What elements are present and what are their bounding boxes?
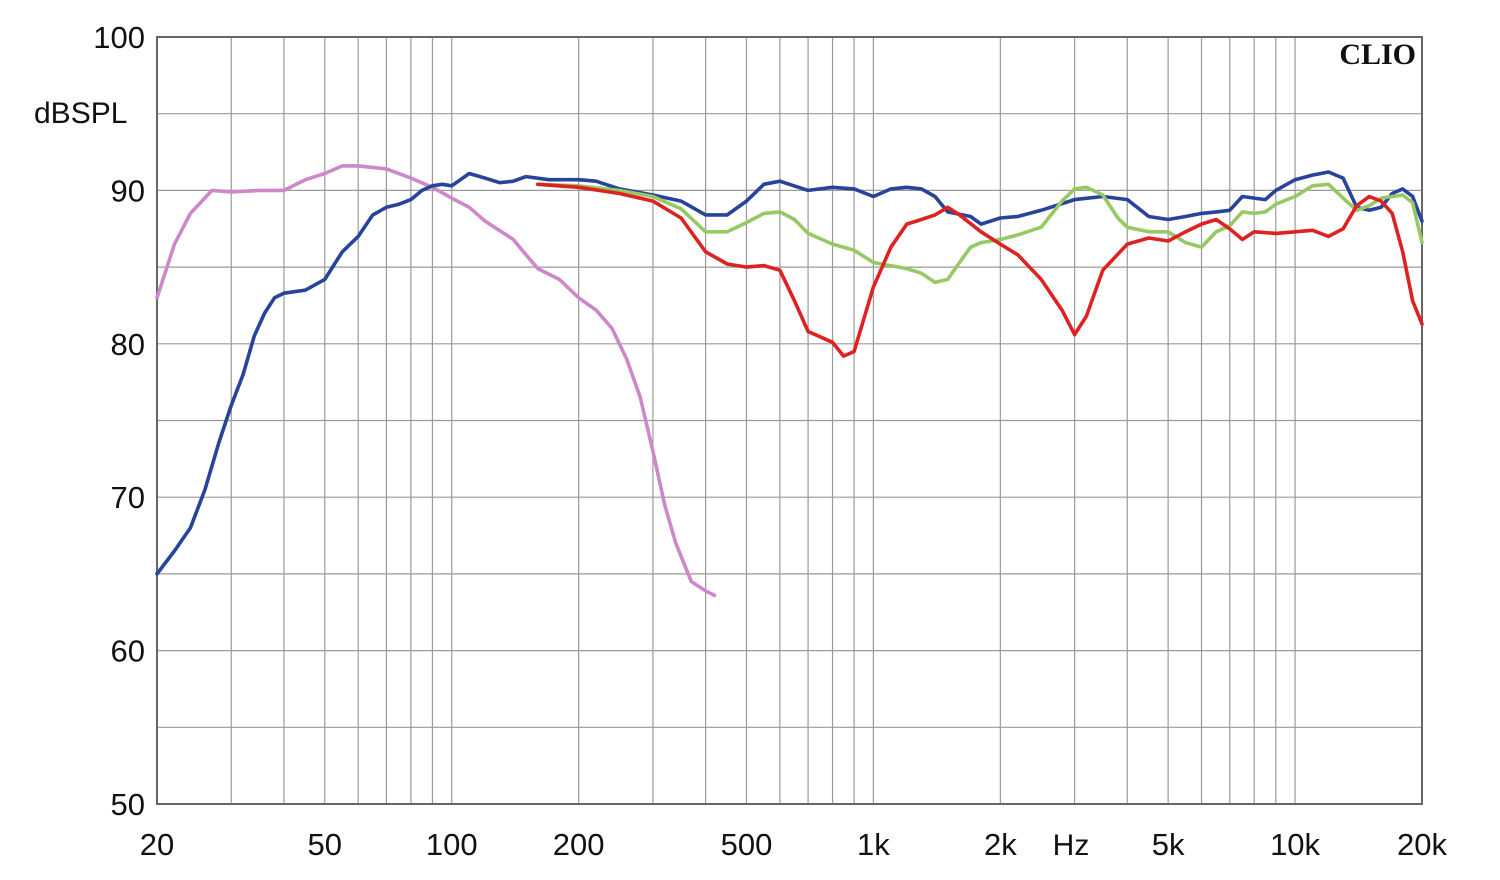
x-tick-label: 10k — [1270, 827, 1320, 862]
x-tick-label: 500 — [721, 827, 773, 862]
y-tick-label: 50 — [111, 787, 145, 822]
series-line-red — [536, 182, 1424, 358]
plot-frame — [156, 36, 1423, 805]
x-tick-label: 50 — [308, 827, 342, 862]
x-tick-label: 100 — [426, 827, 478, 862]
vertical-gridlines — [230, 37, 1296, 804]
series-line-blue — [155, 170, 1424, 576]
x-tick-label: 1k — [857, 827, 890, 862]
x-tick-label: 20k — [1397, 827, 1447, 862]
y-axis-label: dBSPL — [34, 97, 127, 130]
x-tick-label: 200 — [553, 827, 605, 862]
y-tick-label: 90 — [111, 173, 145, 208]
series-line-magenta — [155, 164, 717, 598]
x-axis-tick-labels: 20 50 100 200 500 1k 2k 5k 10k 20k — [140, 827, 1448, 862]
y-tick-label: 70 — [111, 480, 145, 515]
x-tick-label: 2k — [984, 827, 1017, 862]
series-layer — [155, 164, 1424, 598]
x-tick-label: 20 — [140, 827, 174, 862]
x-axis-label: Hz — [1053, 829, 1090, 862]
y-tick-label: 60 — [111, 634, 145, 669]
y-tick-label: 100 — [93, 20, 145, 55]
series-line-green — [536, 182, 1424, 285]
horizontal-gridlines — [157, 113, 1422, 728]
x-tick-label: 5k — [1152, 827, 1185, 862]
clio-brand-label: CLIO — [1339, 38, 1416, 71]
y-tick-label: 80 — [111, 327, 145, 362]
y-axis-tick-labels: 50 60 70 80 90 100 — [93, 20, 145, 822]
